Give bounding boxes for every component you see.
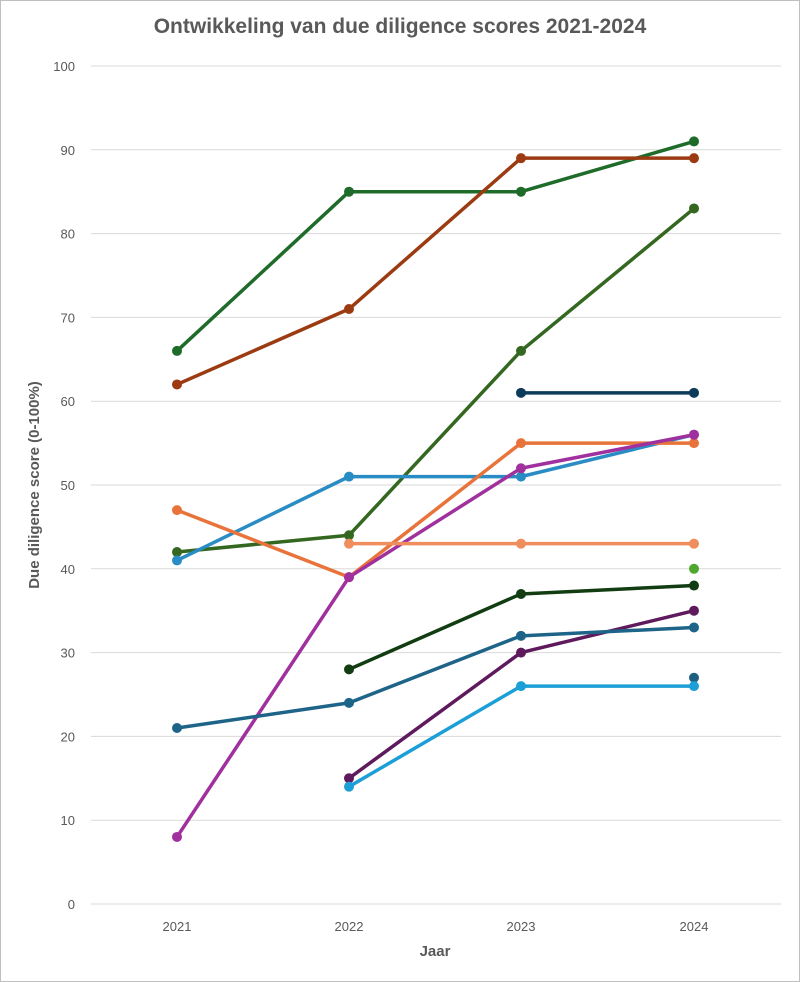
- data-point: [516, 438, 526, 449]
- data-point: [344, 538, 354, 549]
- series-line: [175, 625, 696, 730]
- data-point: [516, 387, 526, 398]
- data-point: [172, 723, 182, 734]
- y-tick-label: 70: [61, 310, 75, 325]
- data-point: [172, 345, 182, 356]
- x-tick-label: 2024: [680, 919, 709, 934]
- y-tick-label: 90: [61, 143, 75, 158]
- data-point: [516, 647, 526, 658]
- data-point: [689, 153, 699, 164]
- y-tick-label: 20: [61, 729, 75, 744]
- series-line: [175, 432, 696, 839]
- data-point: [516, 538, 526, 549]
- data-point: [689, 387, 699, 398]
- data-point: [344, 304, 354, 315]
- x-tick-labels: 2021 2022 2023 2024: [163, 919, 709, 934]
- data-point: [516, 588, 526, 599]
- y-tick-label: 50: [61, 478, 75, 493]
- y-tick-label: 60: [61, 394, 75, 409]
- data-point: [689, 438, 699, 449]
- y-tick-label: 10: [61, 813, 75, 828]
- y-tick-label: 0: [68, 897, 75, 912]
- data-point: [689, 203, 699, 214]
- data-point: [689, 136, 699, 147]
- y-tick-label: 100: [53, 59, 75, 74]
- chart-title: Ontwikkeling van due diligence scores 20…: [153, 15, 647, 38]
- data-point: [344, 664, 354, 675]
- data-point: [689, 605, 699, 616]
- data-point: [172, 831, 182, 842]
- y-tick-labels: 0 10 20 30 40 50 60 70 80 90 100: [53, 59, 75, 912]
- data-point: [689, 681, 699, 692]
- data-point: [516, 463, 526, 474]
- y-tick-label: 80: [61, 227, 75, 242]
- data-point: [344, 781, 354, 792]
- data-point: [172, 555, 182, 566]
- series-line: [175, 206, 696, 554]
- data-point: [172, 505, 182, 516]
- data-point: [689, 672, 699, 683]
- y-tick-label: 30: [61, 646, 75, 661]
- data-point: [344, 186, 354, 197]
- data-point: [689, 538, 699, 549]
- data-point: [516, 681, 526, 692]
- x-tick-label: 2023: [507, 919, 536, 934]
- data-point: [516, 186, 526, 197]
- data-point: [344, 773, 354, 784]
- data-point: [344, 530, 354, 541]
- data-point: [689, 622, 699, 633]
- series-line: [175, 441, 696, 579]
- data-point: [344, 697, 354, 708]
- series-points: [172, 136, 699, 842]
- x-axis-title: Jaar: [420, 943, 451, 960]
- data-point: [516, 471, 526, 482]
- data-point: [516, 153, 526, 164]
- data-point: [172, 379, 182, 390]
- data-point: [344, 471, 354, 482]
- x-tick-label: 2021: [163, 919, 192, 934]
- data-point: [344, 572, 354, 583]
- series-line: [175, 156, 696, 387]
- y-axis-title: Due diligence score (0-100%): [26, 381, 43, 589]
- series-line: [175, 139, 696, 353]
- data-point: [516, 345, 526, 356]
- data-point: [689, 580, 699, 591]
- data-point: [689, 429, 699, 440]
- series-lines: [175, 139, 696, 839]
- data-point: [172, 547, 182, 558]
- series-line: [175, 432, 696, 563]
- data-point: [516, 630, 526, 641]
- x-tick-label: 2022: [335, 919, 364, 934]
- y-tick-label: 40: [61, 562, 75, 577]
- data-point: [689, 563, 699, 574]
